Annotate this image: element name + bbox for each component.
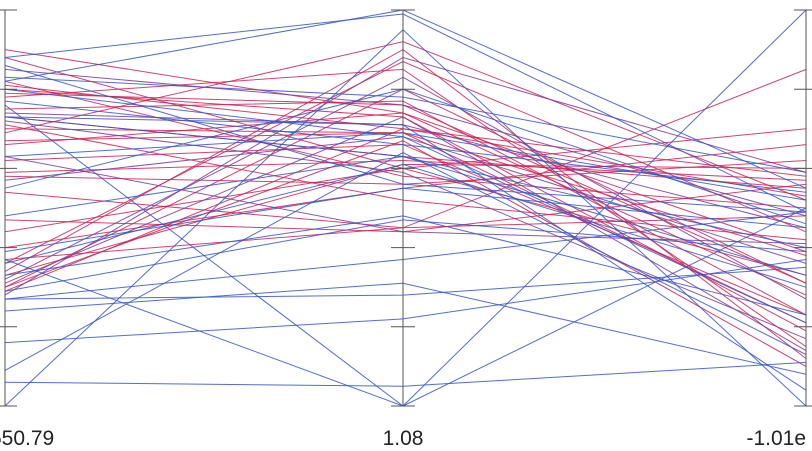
series-line	[4, 282, 807, 375]
series-line	[4, 49, 807, 296]
series-lines	[4, 9, 807, 407]
series-line	[4, 9, 807, 189]
series-line	[4, 152, 807, 371]
series-line	[4, 13, 807, 213]
axis-label: 1.08	[383, 427, 424, 450]
axes	[0, 9, 812, 407]
series-line	[4, 183, 807, 233]
series-line	[4, 9, 807, 407]
series-line	[4, 88, 807, 324]
axis-labels: 550.79 1.08 -1.01e	[0, 427, 806, 450]
series-line	[4, 215, 807, 316]
axis-label: -1.01e	[746, 427, 806, 450]
series-line	[4, 361, 807, 387]
series-line	[4, 84, 807, 177]
series-line	[4, 132, 807, 201]
axis-label: 550.79	[0, 427, 54, 450]
series-line	[4, 259, 807, 344]
series-line	[4, 159, 807, 181]
